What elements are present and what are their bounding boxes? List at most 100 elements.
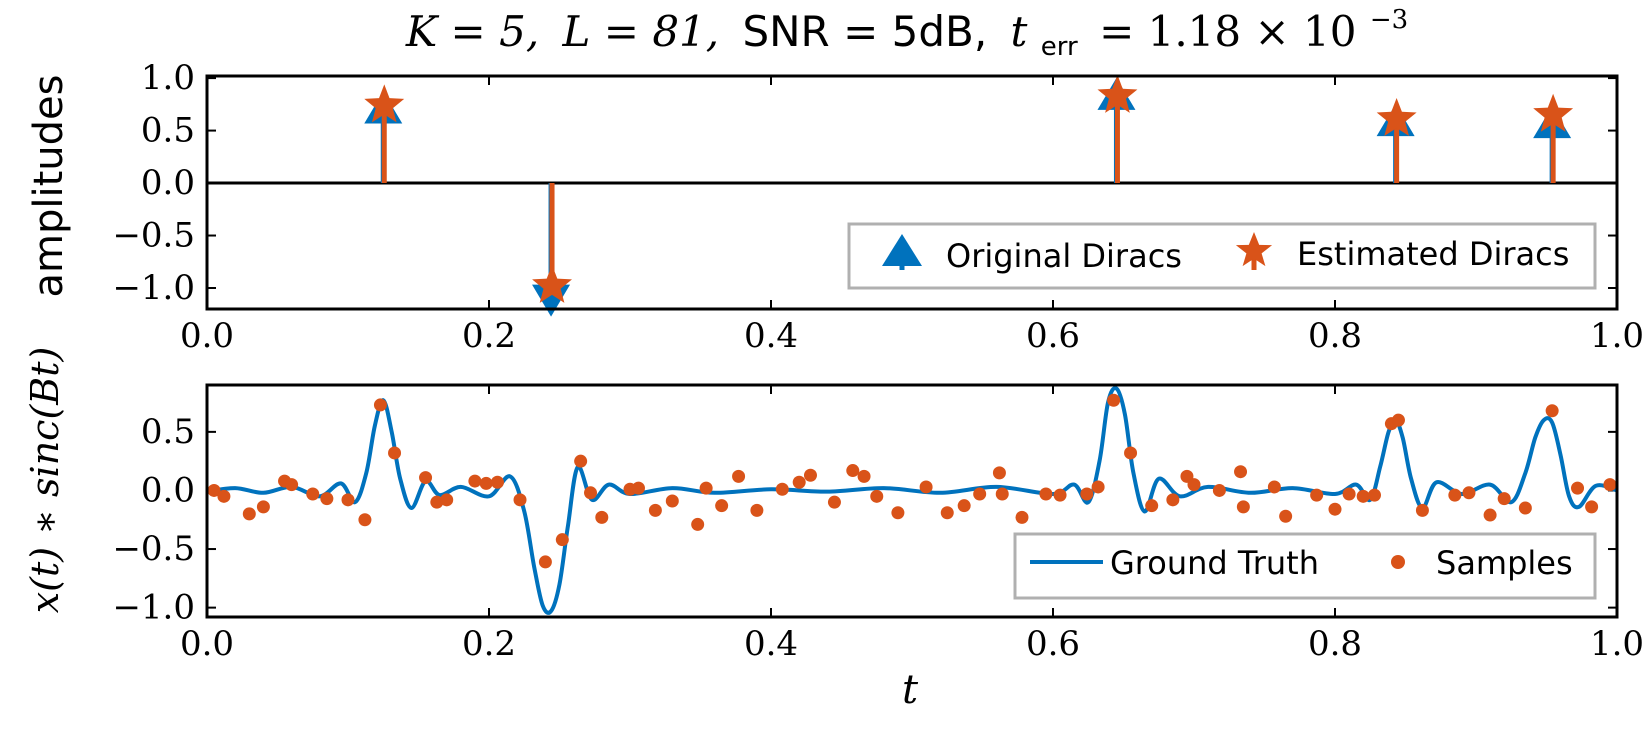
- sample-point: [699, 481, 713, 495]
- sample-point: [1267, 480, 1281, 494]
- sample-point: [479, 476, 493, 490]
- sample-point: [595, 510, 609, 524]
- bottom-plot-frame: [205, 383, 1619, 619]
- legend-original-dirac-marker: [882, 234, 922, 270]
- sample-point: [217, 489, 231, 503]
- sample-point: [1571, 481, 1585, 495]
- sample-point: [1448, 488, 1462, 502]
- sample-point: [358, 513, 372, 527]
- sample-point: [341, 493, 355, 507]
- sample-point: [490, 475, 504, 489]
- top-ytick-label: 0.0: [141, 163, 195, 203]
- sample-point: [242, 507, 256, 521]
- sample-point: [1342, 487, 1356, 501]
- sample-point: [256, 500, 270, 514]
- bottom-xlabel: t: [902, 667, 919, 713]
- sample-point: [1462, 486, 1476, 500]
- sample-point: [584, 486, 598, 500]
- sample-point: [1356, 489, 1370, 503]
- bottom-xtick-label: 0.6: [1026, 624, 1080, 664]
- top-xtick-label: 0.0: [180, 316, 234, 356]
- bottom-xtick-label: 0.0: [180, 624, 234, 664]
- sample-point: [1585, 500, 1599, 514]
- bottom-legend-box: [1013, 532, 1597, 600]
- sample-point: [207, 483, 221, 497]
- sample-point: [306, 487, 320, 501]
- title-l-part: L = 81,: [562, 7, 720, 56]
- sample-point: [992, 466, 1006, 480]
- top-ytick-label: −1.0: [112, 268, 195, 308]
- legend-samples-label: Samples: [1436, 544, 1573, 582]
- sample-point: [320, 492, 334, 506]
- bottom-axis-ticks: 0.0 0.2 0.4 0.6 0.8 1.0 0.5 0.0 −0.5 −1.0: [112, 385, 1644, 664]
- estimated-dirac-marker: [1097, 74, 1138, 113]
- top-ytick-label: 0.5: [141, 111, 195, 151]
- samples-panel: x(t) ∗ sinc(Bt) t 0.0 0.2 0.4 0.6 0.8 1.00.50…: [23, 347, 1644, 713]
- bottom-legend: Ground Truth Samples: [1013, 532, 1597, 600]
- top-xtick-label: 0.4: [744, 316, 798, 356]
- sample-point: [995, 487, 1009, 501]
- legend-samples-marker: [1391, 555, 1405, 569]
- sample-point: [940, 506, 954, 520]
- legend-estimated-dirac-marker: [1235, 232, 1273, 270]
- sample-point: [891, 506, 905, 520]
- sample-point: [1124, 446, 1138, 460]
- top-ylabel: amplitudes: [26, 75, 72, 298]
- bottom-xtick-label: 1.0: [1590, 624, 1644, 664]
- sample-point: [1053, 488, 1067, 502]
- sample-point: [1166, 493, 1180, 507]
- top-ytick-label: −0.5: [112, 216, 195, 256]
- title-t: t: [1011, 7, 1028, 56]
- sample-point: [1545, 404, 1559, 418]
- top-xtick-label: 1.0: [1590, 316, 1644, 356]
- sample-point: [691, 517, 705, 531]
- amplitudes-panel: amplitudes 0.0 0.2 0.4 0.6 0.8 1.0 1.0 0.5 0.0 −0…: [26, 58, 1644, 356]
- sample-point: [1310, 488, 1324, 502]
- estimated-dirac-marker: [364, 84, 405, 123]
- bottom-ytick-label: 0.0: [141, 470, 195, 510]
- sample-point: [1518, 501, 1532, 515]
- top-xtick-label: 0.2: [462, 316, 516, 356]
- sample-point: [973, 487, 987, 501]
- sample-point: [1391, 413, 1405, 427]
- bottom-ytick-label: 0.5: [141, 412, 195, 452]
- top-legend: Original Diracs Estimated Diracs: [847, 222, 1597, 290]
- sample-point: [419, 471, 433, 485]
- bottom-ytick-label: −0.5: [112, 529, 195, 569]
- sample-point: [792, 475, 806, 489]
- sample-point: [803, 468, 817, 482]
- sample-point: [1328, 502, 1342, 516]
- sample-point: [555, 533, 569, 547]
- title-err-subscript: err: [1041, 32, 1078, 62]
- top-stem-marks: [364, 74, 1574, 317]
- sample-point: [285, 478, 299, 492]
- sample-point: [648, 503, 662, 517]
- chart-title: K = 5, L = 81, SNR = 5dB, t err = 1.18 ×…: [405, 5, 1408, 65]
- bottom-xtick-label: 0.4: [744, 624, 798, 664]
- sample-point: [1080, 487, 1094, 501]
- sample-point: [775, 482, 789, 496]
- top-plot-frame: [205, 74, 1619, 311]
- sample-point: [919, 480, 933, 494]
- sample-point: [1415, 503, 1429, 517]
- title-value: = 1.18 × 10: [1099, 7, 1356, 56]
- sample-point: [1483, 508, 1497, 522]
- title-snr-part: SNR = 5dB,: [742, 7, 987, 56]
- top-axis-ticks: 0.0 0.2 0.4 0.6 0.8 1.0 1.0 0.5 0.0 −0.5 −1.0: [112, 58, 1644, 356]
- legend-ground-truth-label: Ground Truth: [1110, 544, 1319, 582]
- estimated-dirac-marker: [1533, 93, 1574, 132]
- legend-original-dirac-label: Original Diracs: [946, 237, 1182, 275]
- sample-point: [388, 446, 402, 460]
- title-exponent: −3: [1370, 5, 1408, 35]
- sample-point: [430, 495, 444, 509]
- sample-point: [513, 493, 527, 507]
- sample-point: [732, 469, 746, 483]
- legend-estimated-dirac-label: Estimated Diracs: [1297, 235, 1569, 273]
- sample-point: [373, 398, 387, 412]
- bottom-xtick-label: 0.2: [462, 624, 516, 664]
- bottom-xtick-label: 0.8: [1308, 624, 1362, 664]
- sample-point: [870, 489, 884, 503]
- sample-point: [574, 454, 588, 468]
- estimated-dirac-marker: [532, 264, 572, 303]
- sample-point: [1367, 488, 1381, 502]
